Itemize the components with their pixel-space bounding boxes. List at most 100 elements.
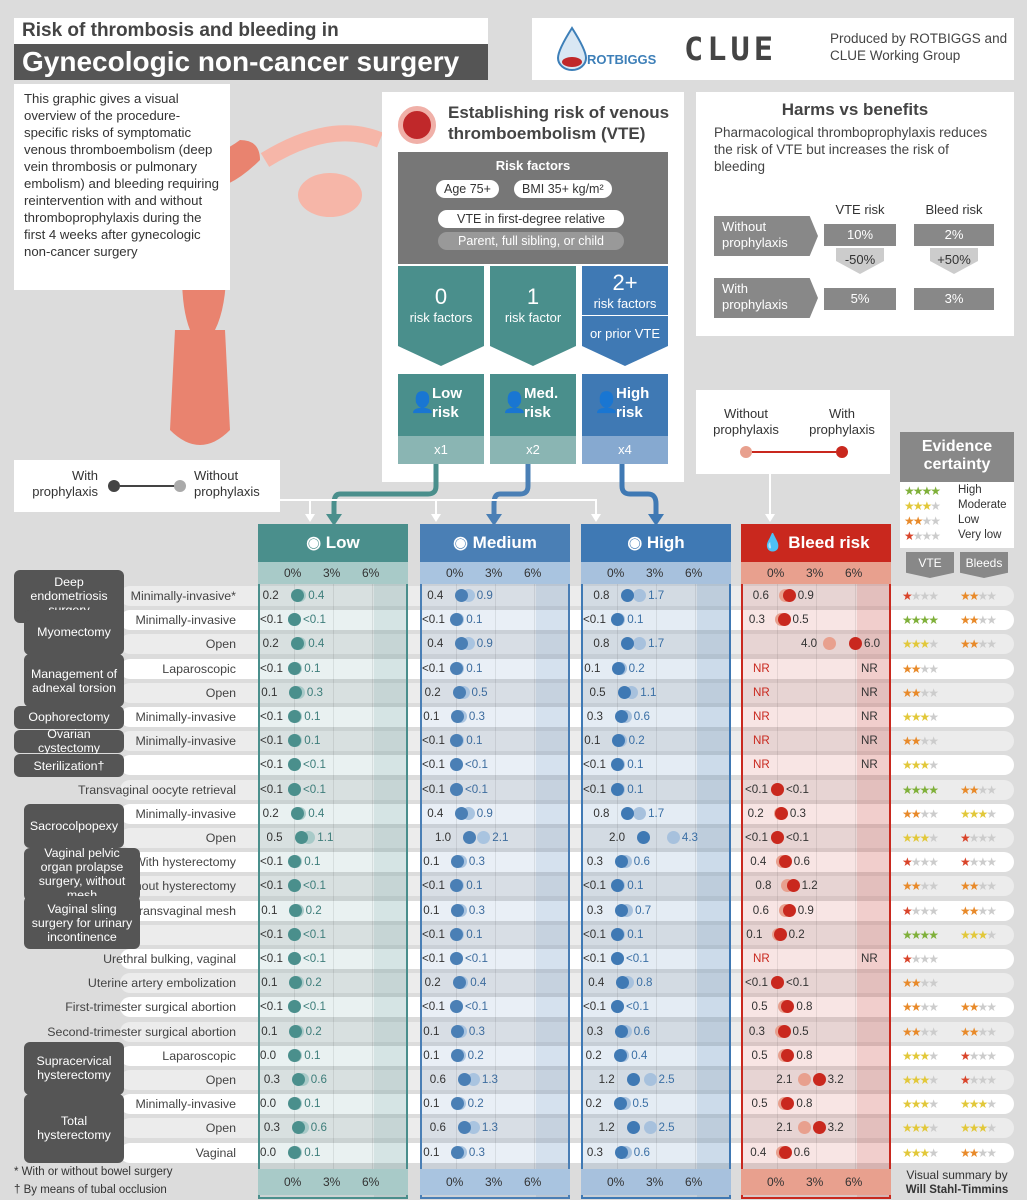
value-bleed-with: 0.6 (793, 855, 810, 869)
harms-col-vte: VTE risk (835, 202, 885, 217)
evidence-stars-vte: ★★★★ (902, 1000, 939, 1015)
vte-dot-with (289, 685, 303, 699)
vte-dot-with (288, 952, 301, 965)
value-med-with: <0.1 (422, 661, 445, 675)
axis-tick-bottom-med: 0% (446, 1174, 464, 1189)
value-high-with: 1.2 (598, 1121, 615, 1135)
low-risk-box (398, 374, 484, 436)
value-low-with: 0.0 (260, 1145, 277, 1159)
vte-dot-with (291, 1073, 305, 1086)
value-med-with: 0.2 (424, 976, 441, 990)
column-panel-med (420, 562, 570, 1199)
level-high-extra: or prior VTE (589, 326, 661, 341)
value-low-with: 0.0 (260, 1097, 277, 1111)
evidence-stars-bleeds: ★★★★ (960, 1024, 997, 1039)
legend-dot-without (174, 480, 186, 492)
bleed-dot-with (812, 1121, 826, 1135)
vte-dot-with (288, 1145, 301, 1159)
evidence-col-bleeds: Bleeds (960, 552, 1008, 578)
evidence-stars-bleeds: ★★★★ (960, 879, 997, 894)
group-label: Vaginal pelvic organ prolapse surgery, w… (24, 846, 140, 902)
value-high-without: 0.1 (627, 758, 644, 772)
vte-dot-with (613, 1048, 627, 1062)
evidence-stars-vte: ★★★★ (902, 613, 939, 628)
vte-dot-with (288, 927, 301, 941)
bleed-dot-with (771, 976, 784, 990)
legend-bleed-line (752, 451, 836, 453)
group-label: Oophorectomy (14, 705, 124, 729)
vte-dot-with (290, 806, 304, 820)
value-med-with: <0.1 (422, 758, 445, 772)
gridline-bleed (816, 584, 817, 1169)
column-axis-high (581, 562, 731, 584)
value-high-with: 0.8 (593, 637, 610, 651)
vte-legend: With prophylaxis Without prophylaxis (14, 460, 280, 512)
harms-with: With prophylaxis (714, 278, 818, 318)
axis-tick-bottom-med: 3% (485, 1174, 503, 1189)
value-low-with: 0.2 (262, 806, 279, 820)
evidence-stars-vte: ★★★★ (902, 758, 939, 773)
value-low-without: 0.2 (305, 1024, 322, 1038)
med-mult: x2 (490, 436, 576, 464)
value-bleed-nr2: NR (861, 952, 878, 965)
value-low-with: <0.1 (260, 952, 283, 965)
vte-dot-with (616, 976, 630, 990)
value-high-with: 0.2 (585, 1097, 602, 1111)
evidence-stars-vte: ★★★★ (902, 685, 939, 700)
value-bleed-with: 0.5 (792, 613, 809, 627)
evidence-stars-vte: ★★★★ (902, 903, 939, 918)
value-high-with: <0.1 (583, 782, 606, 796)
evidence-stars-vte: ★★★★ (902, 1097, 939, 1112)
bleed-change: +50% (937, 252, 971, 267)
value-med-without: 0.3 (468, 1145, 486, 1159)
value-bleed-nr: NR (753, 661, 770, 675)
value-low-with: <0.1 (260, 734, 283, 748)
evidence-stars-bleeds: ★★★★ (960, 1048, 997, 1063)
value-high-with: 0.4 (588, 976, 605, 990)
evidence-stars-bleeds: ★★★★ (960, 855, 997, 870)
gridline-low (294, 584, 295, 1169)
table-row (120, 707, 1014, 727)
row-label: Vaginal (195, 1145, 236, 1160)
evidence-stars-bleeds: ★★★★ (960, 831, 997, 845)
axis-tick-med: 0% (446, 566, 464, 580)
footnote-1: * With or without bowel surgery (14, 1166, 173, 1178)
vte-dot-with (611, 927, 624, 941)
value-bleed-without: 0.1 (746, 927, 763, 941)
vte-dot-without (666, 831, 680, 844)
value-high-with: 0.3 (586, 1145, 604, 1159)
vte-dot-with (288, 1048, 301, 1062)
value-low-without: <0.1 (303, 1000, 326, 1014)
axis-tick-bottom-bleed: 0% (767, 1174, 785, 1189)
value-high-with: <0.1 (583, 952, 606, 965)
vte-dot-with (451, 903, 465, 917)
bleed-dot-with (782, 589, 796, 602)
person-icon-med: 👤 (502, 392, 527, 414)
gridline-med (534, 584, 535, 1169)
value-low-without: 0.2 (305, 976, 322, 990)
bleed-dot-with (781, 1048, 795, 1062)
level-med-arrow (490, 266, 576, 366)
vte-dot-with (450, 927, 463, 941)
value-bleed-nr2: NR (861, 758, 878, 772)
evidence-stars-vte: ★★★★ (902, 637, 939, 652)
vte-dot-with (288, 710, 301, 723)
value-high-with: 0.1 (584, 734, 601, 748)
value-high-without: 0.1 (627, 927, 644, 941)
group-label: Sterilization† (14, 754, 124, 777)
value-low-without: 0.3 (306, 685, 324, 699)
table-row (120, 658, 1014, 679)
vte-dot-with (288, 879, 301, 893)
evidence-stars-vte: ★★★★ (902, 879, 939, 894)
vte-dot-with (614, 710, 628, 723)
value-low-with: <0.1 (260, 855, 283, 869)
clue-logo: CLUE (684, 30, 778, 68)
column-header-high: ◉ High (581, 524, 731, 562)
evidence-high: High (958, 484, 982, 496)
evidence-mod: Moderate (958, 499, 1007, 511)
vte-dot-with (455, 637, 469, 651)
column-axis-med (420, 562, 570, 584)
axis-tick-high: 0% (607, 566, 625, 580)
bleed-dot-with (771, 782, 784, 796)
vte-dot-with (288, 1000, 301, 1014)
